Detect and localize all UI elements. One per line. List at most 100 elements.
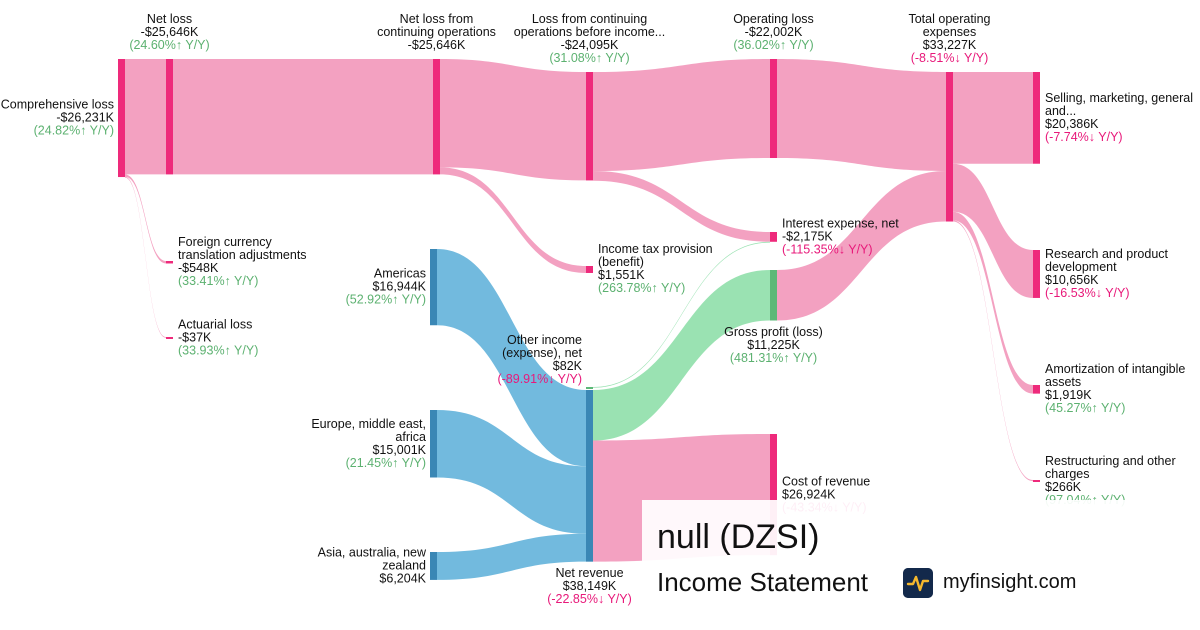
node-name: Interest expense, net xyxy=(782,216,899,231)
node-value: -$548K xyxy=(178,261,219,276)
node-name: Restructuring and other charges xyxy=(1045,454,1176,481)
brand-name: myfinsight.com xyxy=(943,571,1077,593)
node-value: -$25,646K xyxy=(140,25,199,39)
node-name: Comprehensive loss xyxy=(0,97,114,112)
node-value: $26,924K xyxy=(782,487,836,502)
chart-subtitle: Income Statement xyxy=(657,567,868,597)
node-label: Amortization of intangible assets $1,919K… xyxy=(1045,363,1200,415)
node-name: Income tax provision (benefit) xyxy=(598,242,713,270)
node-value: $16,944K xyxy=(372,279,426,294)
node xyxy=(166,261,173,264)
node-label: Europe, middle east, africa $15,001K (21.4… xyxy=(301,416,426,470)
flow xyxy=(593,171,770,242)
flow xyxy=(125,176,166,338)
node xyxy=(1033,480,1040,482)
node-label: Other income (expense), net $82K (-89.91%↓… xyxy=(482,334,582,386)
flow xyxy=(777,59,946,172)
node-change: (-22.85%↓ Y/Y) xyxy=(547,591,632,606)
node-name: Americas xyxy=(373,266,426,281)
node-label: Actuarial loss -$37K (33.93%↑ Y/Y) xyxy=(178,317,288,358)
node-value: $11,225K xyxy=(747,337,800,352)
node-label: Selling, marketing, general and... $20,38… xyxy=(1045,91,1195,144)
node-name: Total operating expenses xyxy=(908,12,991,39)
node-value: $15,001K xyxy=(372,442,426,457)
node-change: (263.78%↑ Y/Y) xyxy=(598,281,686,296)
flow xyxy=(593,59,770,172)
node-change: (36.02%↑ Y/Y) xyxy=(733,38,814,52)
node-name: Europe, middle east, africa xyxy=(311,416,426,444)
title-box: null (DZSI) Income Statement myfinsight.… xyxy=(642,500,1200,630)
node xyxy=(1033,250,1040,298)
node-change: (45.27%↑ Y/Y) xyxy=(1045,401,1126,416)
node-label: Net loss from continuing operations -$25,… xyxy=(372,13,502,52)
node xyxy=(770,434,777,556)
node xyxy=(586,266,593,273)
node-name: Other income (expense), net xyxy=(502,333,582,360)
node-name: Operating loss xyxy=(733,12,814,26)
node-label: Interest expense, net -$2,175K (-115.35%↓ … xyxy=(782,217,932,256)
node-name: Research and product development xyxy=(1045,246,1168,274)
node-change: (-16.53%↓ Y/Y) xyxy=(1045,285,1130,300)
flow xyxy=(173,59,433,175)
node-change: (33.41%↑ Y/Y) xyxy=(178,274,259,289)
node-change: (24.82%↑ Y/Y) xyxy=(33,123,114,138)
node xyxy=(118,59,125,178)
node-name: Net loss xyxy=(146,12,193,26)
node-change: (24.60%↑ Y/Y) xyxy=(129,38,210,52)
node-value: $82K xyxy=(552,359,582,373)
node-label: Gross profit (loss) $11,225K (481.31%↑ Y/Y… xyxy=(709,324,839,365)
node-value: $38,149K xyxy=(562,578,617,593)
node-change: (-89.91%↓ Y/Y) xyxy=(497,372,582,386)
node-label: Foreign currency translation adjustments… xyxy=(178,236,318,288)
node xyxy=(1033,385,1040,394)
node-label: Net loss -$25,646K (24.60%↑ Y/Y) xyxy=(105,13,235,52)
node xyxy=(770,232,777,242)
node-value: $10,656K xyxy=(1045,272,1099,287)
node-name: Actuarial loss xyxy=(178,317,253,332)
chart-title: null (DZSI) xyxy=(657,518,820,556)
node xyxy=(770,270,777,321)
node-label: Asia, australia, new zealand $6,204K xyxy=(301,546,426,585)
node-change: (-7.74%↓ Y/Y) xyxy=(1045,129,1123,144)
node-label: Loss from continuing operations before i… xyxy=(507,13,672,65)
node-label: Operating loss -$22,002K (36.02%↑ Y/Y) xyxy=(719,13,829,52)
node-name: Loss from continuing operations before i… xyxy=(513,12,666,39)
node xyxy=(586,390,593,562)
brand-logo xyxy=(903,568,933,598)
node-name: Net revenue xyxy=(555,565,624,580)
links xyxy=(125,59,1033,580)
node-change: (-8.51%↓ Y/Y) xyxy=(910,51,989,65)
node-change: (52.92%↑ Y/Y) xyxy=(345,292,426,307)
node-name: Net loss from continuing operations xyxy=(377,12,496,39)
flow xyxy=(440,59,586,181)
node-change: (33.93%↑ Y/Y) xyxy=(178,343,259,358)
node-value: -$37K xyxy=(178,330,212,345)
node xyxy=(946,72,953,222)
node xyxy=(430,410,437,478)
flow xyxy=(593,241,770,388)
node-value: $1,551K xyxy=(598,268,645,283)
node-value: -$24,095K xyxy=(560,38,619,52)
node xyxy=(430,552,437,580)
node xyxy=(770,59,777,159)
node-value: -$26,231K xyxy=(56,110,114,125)
node xyxy=(433,59,440,175)
node-value: $20,386K xyxy=(1045,116,1099,131)
node-value: -$25,646K xyxy=(407,38,466,52)
node xyxy=(1033,72,1040,164)
flow xyxy=(593,270,770,441)
node xyxy=(586,72,593,181)
flow xyxy=(437,410,586,534)
node-label: Income tax provision (benefit) $1,551K (26… xyxy=(598,243,723,295)
flow xyxy=(953,163,1033,298)
flow xyxy=(440,167,586,273)
node-name: Cost of revenue xyxy=(782,474,871,489)
node-value: $266K xyxy=(1045,480,1082,494)
node-change: (21.45%↑ Y/Y) xyxy=(345,455,426,470)
node-label: Research and product development $10,656K… xyxy=(1045,246,1195,300)
node-value: $33,227K xyxy=(922,38,977,52)
node-label: Americas $16,944K (52.92%↑ Y/Y) xyxy=(316,266,426,307)
node-name: Gross profit (loss) xyxy=(724,324,823,339)
